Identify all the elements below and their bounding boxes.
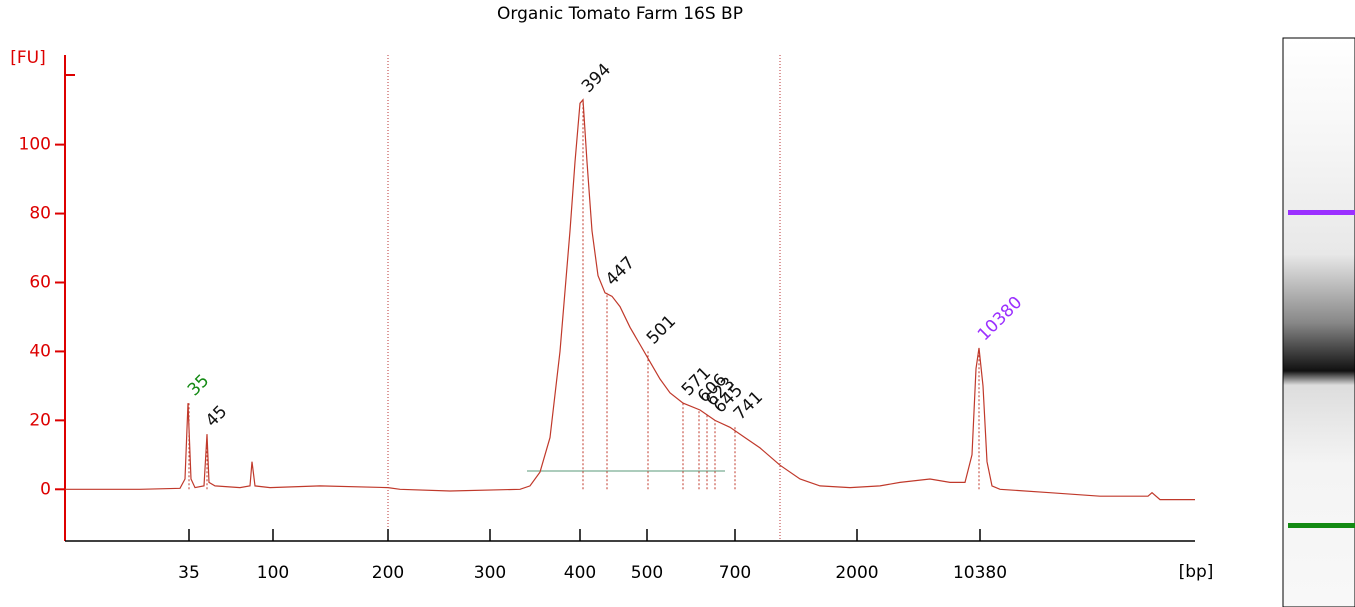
x-tick-label: 35: [178, 563, 200, 583]
x-tick-label: 200: [372, 563, 404, 583]
y-tick-label: 40: [29, 341, 51, 361]
lower-marker-band: [1288, 523, 1355, 528]
gel-image: [1282, 37, 1355, 607]
x-tick-label: 700: [719, 563, 751, 583]
trace: [65, 98, 1195, 501]
x-tick-label: 500: [631, 563, 663, 583]
peak-label: 501: [643, 311, 680, 348]
peak-label: 10380: [974, 293, 1026, 345]
chart-title: Organic Tomato Farm 16S BP: [497, 4, 743, 24]
x-tick-label: 2000: [835, 563, 878, 583]
y-tick-label: 80: [29, 204, 51, 224]
peak-label: 45: [202, 402, 231, 431]
peak-label: 394: [578, 60, 615, 97]
gel-lane: [1282, 37, 1355, 607]
y-axis-label: [FU]: [10, 48, 46, 68]
upper-marker-band: [1288, 210, 1355, 215]
peak-label: 35: [184, 371, 213, 400]
x-tick-label: 10380: [953, 563, 1007, 583]
x-axis-label: [bp]: [1179, 562, 1214, 582]
y-tick-label: 0: [40, 479, 51, 499]
y-tick-label: 60: [29, 272, 51, 292]
y-tick-label: 20: [29, 410, 51, 430]
y-tick-label: 100: [19, 135, 51, 155]
peak-label: 447: [602, 253, 639, 290]
x-tick-label: 400: [564, 563, 596, 583]
x-tick-label: 100: [257, 563, 289, 583]
x-tick-label: 300: [474, 563, 506, 583]
